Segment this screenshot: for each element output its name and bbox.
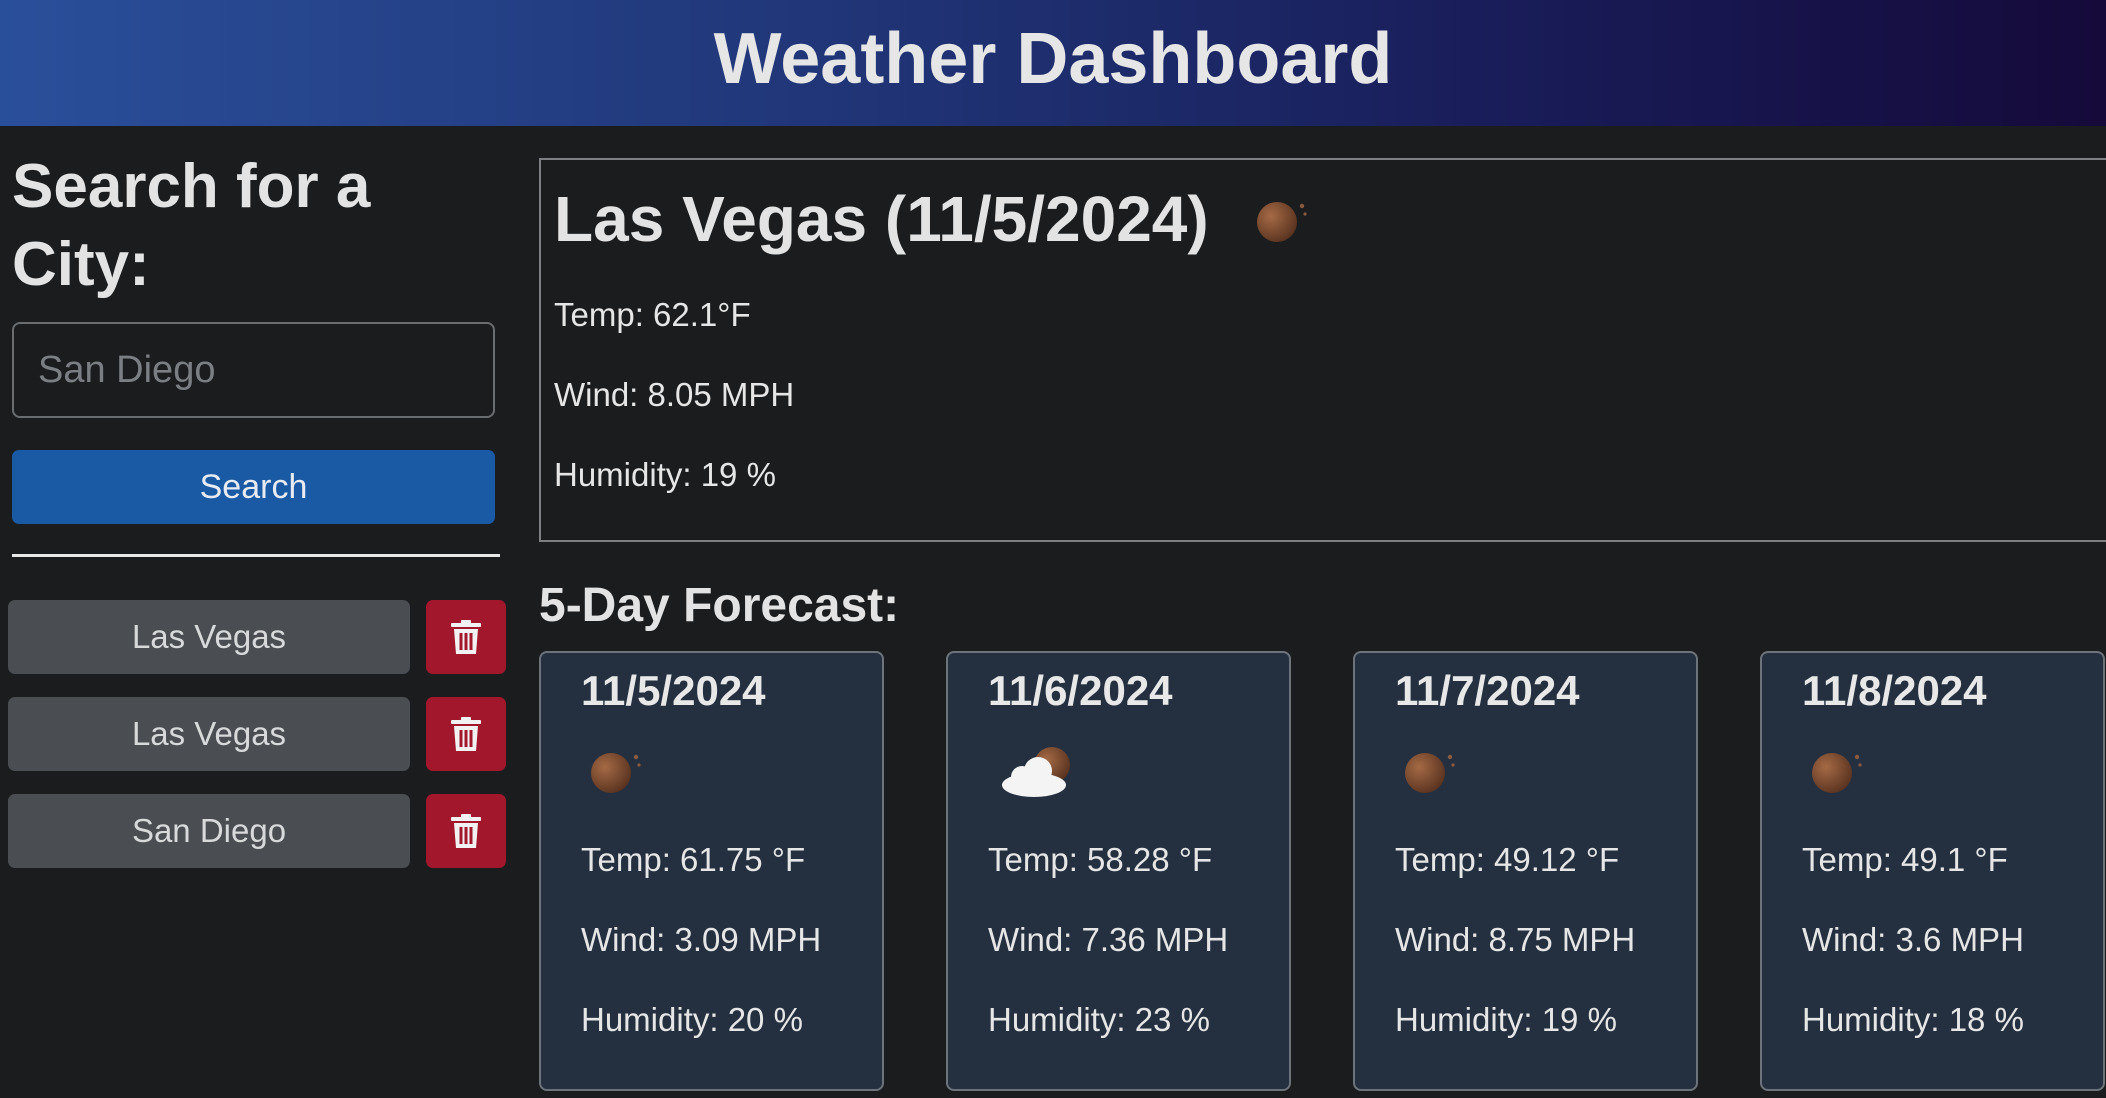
delete-history-button[interactable] [426, 697, 506, 771]
forecast-card: 11/8/2024 Temp: 49.1 °F Wind: 3.6 MPH Hu… [1760, 651, 2105, 1091]
forecast-temp: Temp: 49.12 °F [1395, 841, 1620, 878]
history-item: Las Vegas [8, 600, 506, 674]
forecast-card: 11/5/2024 Temp: 61.75 °F Wind: 3.09 MPH … [539, 651, 884, 1091]
current-wind: Wind: 8.05 MPH [554, 376, 795, 413]
clear-night-icon [1405, 753, 1455, 793]
forecast-wind: Wind: 8.75 MPH [1395, 921, 1636, 958]
forecast-humidity: Humidity: 23 % [988, 1001, 1210, 1038]
clear-night-icon [1257, 202, 1307, 242]
forecast-date: 11/5/2024 [581, 667, 766, 714]
forecast-wind: Wind: 3.09 MPH [581, 921, 822, 958]
search-heading: Search for a City: [12, 152, 371, 299]
delete-history-button[interactable] [426, 794, 506, 868]
trash-icon [451, 620, 481, 654]
forecast-temp: Temp: 61.75 °F [581, 841, 806, 878]
history-city-button[interactable]: Las Vegas [8, 600, 410, 674]
forecast-humidity: Humidity: 19 % [1395, 1001, 1617, 1038]
forecast-humidity: Humidity: 20 % [581, 1001, 803, 1038]
city-search-input[interactable] [12, 322, 495, 418]
current-city-title: Las Vegas (11/5/2024) [554, 183, 1209, 255]
forecast-card: 11/7/2024 Temp: 49.12 °F Wind: 8.75 MPH … [1353, 651, 1698, 1091]
history-item: San Diego [8, 794, 506, 868]
history-city-button[interactable]: San Diego [8, 794, 410, 868]
history-item: Las Vegas [8, 697, 506, 771]
current-weather-panel: Las Vegas (11/5/2024) Temp: 62.1°F Wind:… [539, 158, 2106, 542]
sidebar: Search for a City: Search Las Vegas Las … [0, 126, 520, 1098]
forecast-card: 11/6/2024 Temp: 58.28 °F Wind: 7.36 MPH … [946, 651, 1291, 1091]
forecast-humidity: Humidity: 18 % [1802, 1001, 2024, 1038]
forecast-wind: Wind: 3.6 MPH [1802, 921, 2024, 958]
current-temp: Temp: 62.1°F [554, 296, 751, 333]
forecast-wind: Wind: 7.36 MPH [988, 921, 1229, 958]
history-city-button[interactable]: Las Vegas [8, 697, 410, 771]
forecast-temp: Temp: 58.28 °F [988, 841, 1213, 878]
delete-history-button[interactable] [426, 600, 506, 674]
current-humidity: Humidity: 19 % [554, 456, 776, 493]
clear-night-icon [1812, 753, 1862, 793]
forecast-date: 11/8/2024 [1802, 667, 1987, 714]
search-button[interactable]: Search [12, 450, 495, 524]
sidebar-divider [12, 554, 500, 557]
app-header: Weather Dashboard [0, 0, 2106, 126]
forecast-date: 11/7/2024 [1395, 667, 1580, 714]
trash-icon [451, 717, 481, 751]
forecast-heading: 5-Day Forecast: [539, 579, 900, 632]
clear-night-icon [591, 753, 641, 793]
cloudy-night-icon [1002, 747, 1070, 797]
page-title: Weather Dashboard [713, 19, 1393, 99]
trash-icon [451, 814, 481, 848]
forecast-date: 11/6/2024 [988, 667, 1173, 714]
forecast-temp: Temp: 49.1 °F [1802, 841, 2008, 878]
